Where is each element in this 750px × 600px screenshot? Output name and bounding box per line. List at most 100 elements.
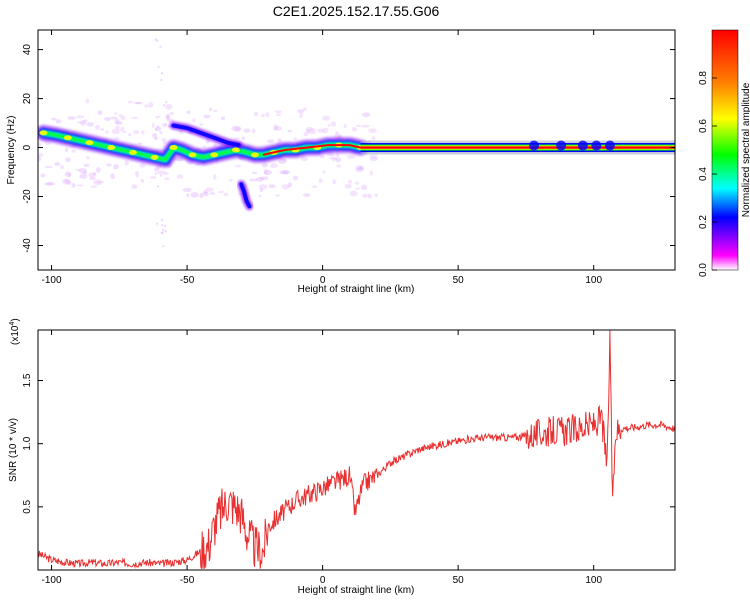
heatmap-speckle [154,172,157,175]
heatmap-haze-cell [265,112,270,118]
y-tick-label: -40 [22,238,33,253]
heatmap-haze-cell [369,156,379,162]
heatmap-speckle [156,39,159,42]
heatmap-haze-cell [46,181,56,186]
heatmap-haze-cell [133,130,140,135]
heatmap-haze-cell [362,193,368,198]
heatmap-haze-cell [186,193,190,198]
heatmap-haze-cell [275,113,282,117]
heatmap-branch-core [239,182,252,209]
heatmap-panel: -100 -50 0 50 100 -40 -20 0 20 40 Height of stra… [6,29,676,295]
heatmap-ridge-peak [63,135,72,141]
heatmap-ridge-peak [231,147,240,153]
heatmap-haze-cell [135,174,140,178]
y-tick-label: 20 [22,93,33,105]
heatmap-haze-cell [229,178,233,182]
heatmap-haze-cell [234,126,242,132]
heatmap-speckle [155,116,158,119]
y-tick-label: 0 [22,144,33,150]
heatmap-haze-cell [105,130,109,134]
colorbar: 0.0 0.2 0.4 0.6 0.8 Normalized spectral ampl… [698,29,750,277]
heatmap-haze-cell [54,162,61,167]
heatmap-haze-cell [159,130,163,135]
heatmap-haze-cell [86,122,94,127]
heatmap-ridge-peak [39,130,48,136]
heatmap-haze-cell [149,176,157,179]
y-tick-label: 0.5 [22,499,33,513]
heatmap-speckle [165,101,168,104]
heatmap-haze-cell [335,157,342,163]
colorbar-tick-label: 0.2 [698,215,709,229]
heatmap-haze-cell [95,180,105,184]
heatmap-haze-cell [332,179,336,185]
heatmap-haze-cell [88,172,97,178]
x-tick-label: 50 [453,575,465,586]
heatmap-haze-cell [264,169,272,176]
heatmap-ridge-peak [150,154,159,160]
heatmap-x-ticks: -100 -50 0 50 100 [42,30,602,286]
heatmap-flat-bump [591,140,602,151]
heatmap-marks [38,38,675,248]
heatmap-haze-cell [169,111,175,116]
heatmap-haze-cell [199,123,204,126]
heatmap-ridge-peak [85,140,94,146]
heatmap-haze-cell [67,116,76,120]
heatmap-haze-cell [335,152,340,158]
heatmap-haze-cell [302,193,311,197]
snr-plot-area [38,330,675,570]
heatmap-haze-cell [234,164,242,168]
heatmap-ridge-peak [250,152,259,158]
heatmap-haze-cell [127,100,133,104]
heatmap-haze-cell [287,129,292,133]
heatmap-haze-cell [326,152,335,157]
heatmap-haze-cell [166,118,175,123]
heatmap-haze-cell [330,121,337,127]
heatmap-haze-cell [120,126,125,133]
heatmap-haze-cell [40,173,46,178]
heatmap-haze-cell [319,155,325,159]
heatmap-haze-cell [261,114,265,117]
heatmap-haze-cell [273,124,278,131]
heatmap-haze-cell [76,184,85,187]
heatmap-speckle [159,45,162,48]
heatmap-speckle [160,79,163,82]
heatmap-haze-cell [343,124,347,128]
heatmap-haze-cell [104,117,112,122]
snr-series-line [38,330,675,569]
heatmap-haze-cell [258,194,262,198]
heatmap-flat-bump [577,140,588,151]
heatmap-haze-cell [44,182,53,186]
heatmap-haze-cell [203,189,208,194]
heatmap-haze-cell [335,131,339,135]
y-tick-label: 1.5 [22,373,33,387]
x-tick-label: 0 [320,575,326,586]
x-tick-label: 50 [453,275,465,286]
heatmap-speckle [161,224,164,227]
heatmap-haze-cell [89,176,96,181]
heatmap-speckle [157,185,160,188]
heatmap-haze-cell [274,110,282,114]
heatmap-haze-cell [263,168,268,175]
heatmap-haze-cell [165,114,170,120]
heatmap-haze-cell [258,184,268,190]
heatmap-haze-cell [90,185,98,188]
heatmap-haze-cell [114,118,120,125]
heatmap-haze-cell [312,185,318,188]
heatmap-haze-cell [305,126,314,132]
heatmap-haze-cell [83,163,90,167]
heatmap-haze-cell [205,187,214,192]
heatmap-haze-cell [106,163,112,167]
heatmap-haze-cell [115,121,123,125]
colorbar-tick-label: 0.6 [698,119,709,133]
colorbar-tick-label: 0.0 [698,263,709,277]
heatmap-haze-cell [231,125,240,132]
heatmap-haze-cell [334,157,338,160]
snr-y-multiplier-base: (x10 [10,325,21,345]
heatmap-haze-cell [362,112,371,118]
heatmap-haze-cell [358,165,365,170]
heatmap-haze-cell [374,193,378,197]
heatmap-haze-cell [209,192,215,195]
heatmap-haze-cell [233,137,240,140]
heatmap-haze-cell [303,131,309,137]
heatmap-haze-cell [137,142,143,145]
